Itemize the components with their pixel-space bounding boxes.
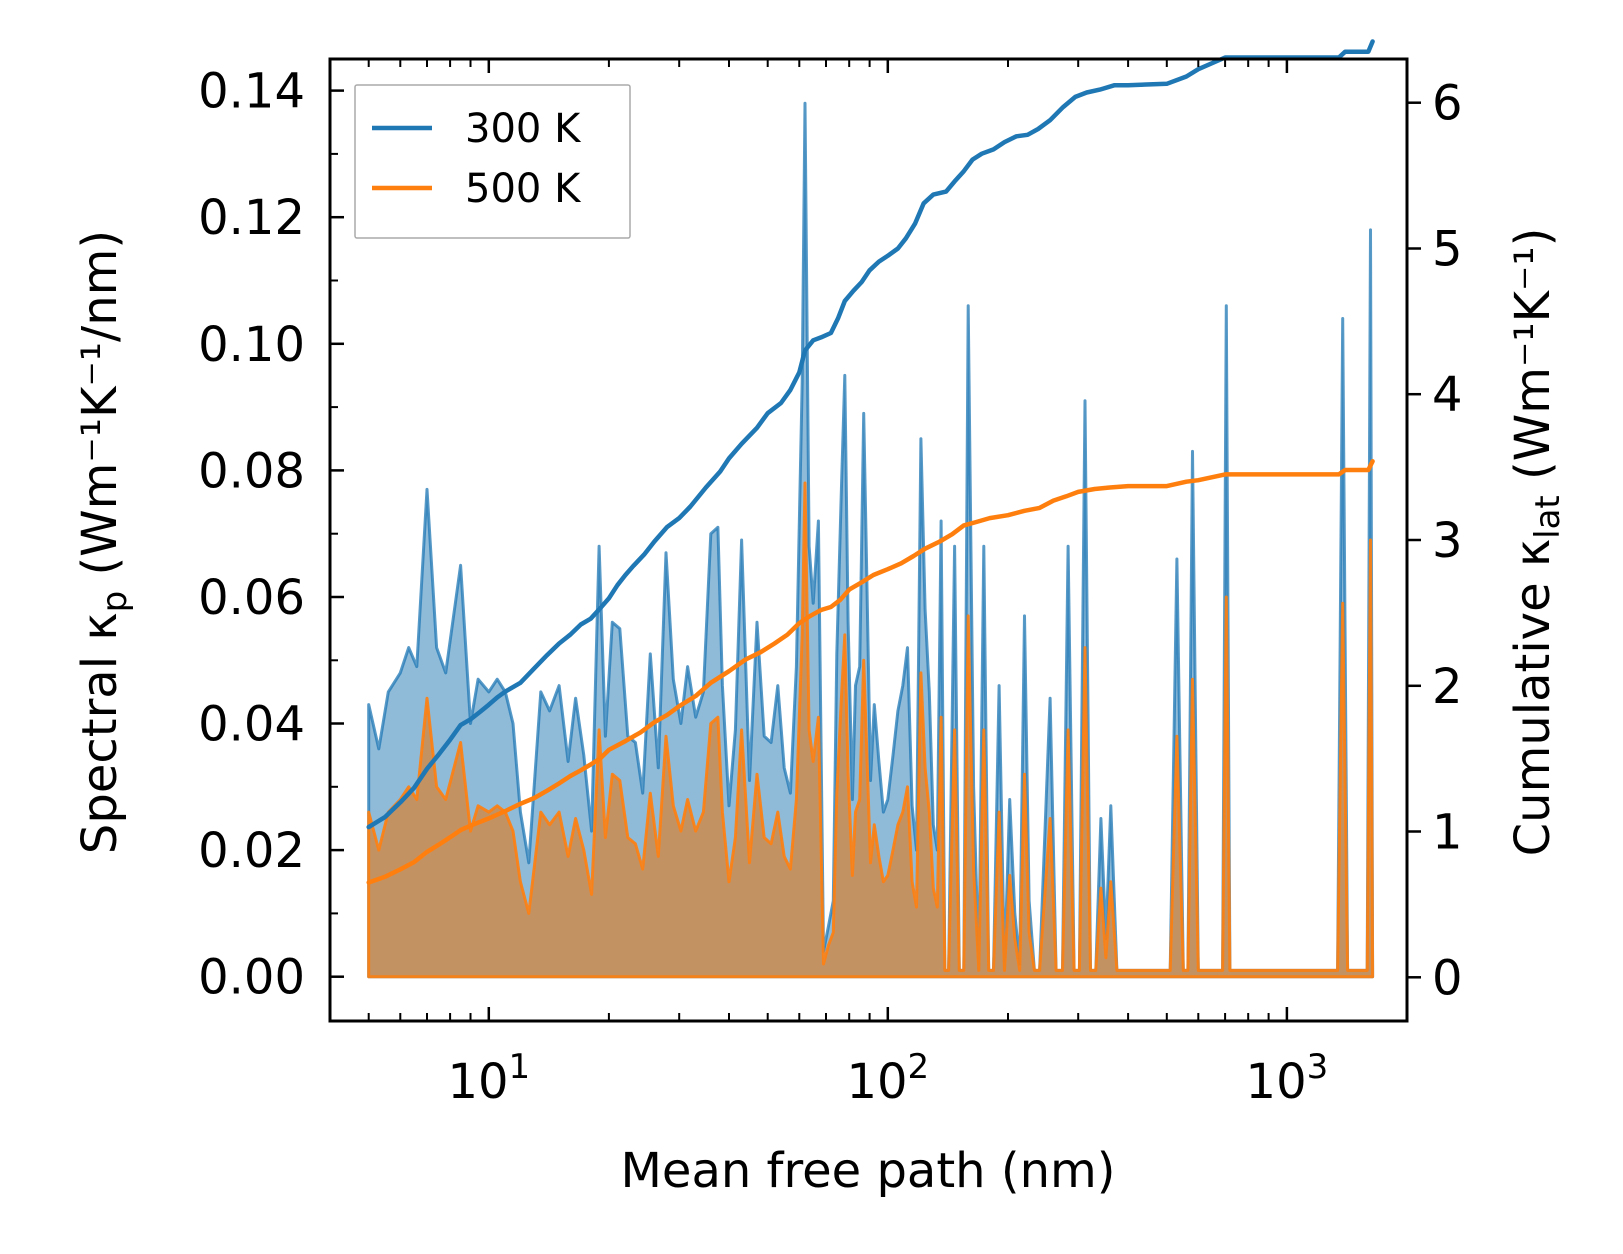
tick-labels: 101 102 1030.000.020.040.060.080.100.120.1… — [198, 64, 1462, 1110]
right-y-axis-title: Cumulative κlat (Wm⁻¹K⁻¹) — [1505, 228, 1568, 857]
x-tick-label: 103 — [1246, 1047, 1329, 1110]
legend-box — [354, 84, 631, 239]
y-right-tick-label: 1 — [1432, 805, 1463, 861]
x-tick-label-exponent: 1 — [509, 1047, 531, 1087]
y-right-tick-label: 6 — [1432, 76, 1463, 132]
x-tick-label-base: 10 — [1246, 1054, 1307, 1110]
x-tick-label-base: 10 — [846, 1054, 907, 1110]
x-tick-label-base: 10 — [447, 1054, 508, 1110]
y-left-tick-label: 0.06 — [198, 570, 305, 626]
y-left-tick-label: 0.10 — [198, 317, 305, 373]
spectral-fills — [367, 101, 1375, 979]
x-tick-label-exponent: 2 — [908, 1047, 930, 1087]
x-tick-label: 101 — [447, 1047, 530, 1110]
y-left-tick-label: 0.04 — [198, 697, 305, 753]
left-y-axis-title-unit: (Wm⁻¹K⁻¹/nm) — [72, 230, 128, 591]
cumulative-line-300k — [366, 39, 1375, 830]
legend: 300 K 500 K — [354, 84, 631, 239]
left-y-axis-title-prefix: Spectral κ — [72, 612, 128, 854]
y-left-tick-label: 0.12 — [198, 190, 305, 246]
y-left-tick-label: 0.14 — [198, 64, 305, 120]
legend-label-500k: 500 K — [465, 166, 582, 212]
left-y-axis-title: Spectral κp (Wm⁻¹K⁻¹/nm) — [72, 230, 135, 854]
cumulative-line-500k — [366, 459, 1375, 885]
x-tick-label: 102 — [846, 1047, 929, 1110]
x-axis-title: Mean free path (nm) — [621, 1143, 1116, 1199]
y-right-tick-label: 5 — [1432, 222, 1463, 278]
y-left-tick-label: 0.00 — [198, 950, 305, 1006]
y-right-tick-label: 2 — [1432, 659, 1463, 715]
right-y-axis-title-sub: lat — [1528, 495, 1568, 539]
y-right-tick-label: 3 — [1432, 513, 1463, 569]
right-y-axis-title-unit: (Wm⁻¹K⁻¹) — [1505, 228, 1561, 496]
x-tick-label-exponent: 3 — [1307, 1047, 1329, 1087]
spectral-area-500k — [367, 481, 1375, 979]
y-left-tick-label: 0.02 — [198, 823, 305, 879]
y-right-tick-label: 0 — [1432, 950, 1463, 1006]
cumulative-lines — [366, 39, 1375, 885]
left-y-axis-title-sub: p — [95, 591, 135, 613]
y-right-tick-label: 4 — [1432, 367, 1463, 423]
legend-label-300k: 300 K — [465, 106, 582, 152]
right-y-axis-title-prefix: Cumulative κ — [1505, 539, 1561, 857]
y-left-tick-label: 0.08 — [198, 443, 305, 499]
axis-ticks — [329, 59, 1421, 1021]
